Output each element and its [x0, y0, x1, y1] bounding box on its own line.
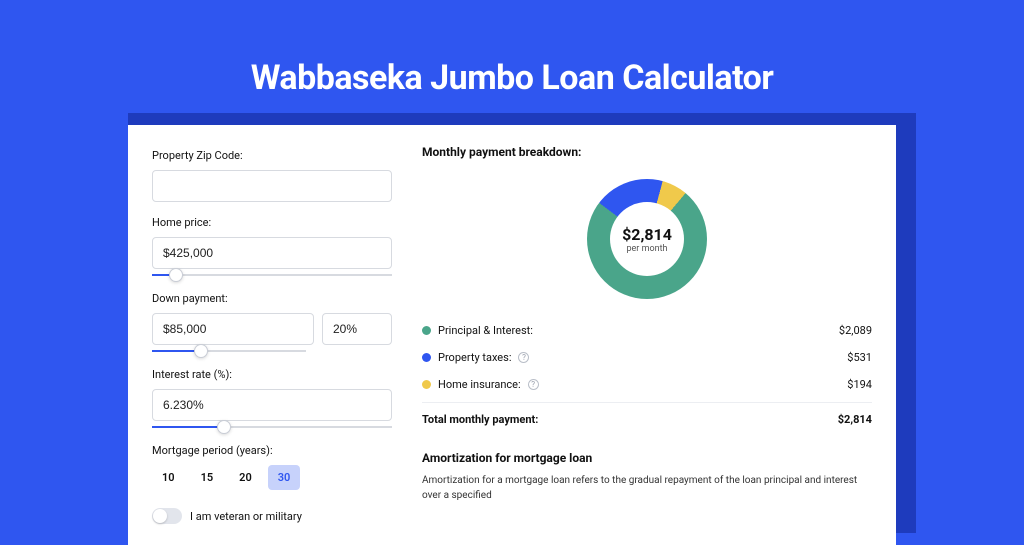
period-option-20[interactable]: 20	[229, 465, 262, 490]
legend-row-taxes: Property taxes: ? $531	[422, 344, 872, 371]
breakdown-title: Monthly payment breakdown:	[422, 145, 872, 159]
donut-center-value: $2,814	[622, 225, 672, 244]
veteran-toggle-row: I am veteran or military	[152, 508, 392, 524]
zip-input[interactable]	[152, 170, 392, 202]
donut-center-sub: per month	[626, 244, 667, 254]
amortization-section: Amortization for mortgage loan Amortizat…	[422, 451, 872, 503]
home-price-label: Home price:	[152, 216, 392, 229]
down-payment-pct-input[interactable]	[322, 313, 392, 345]
form-column: Property Zip Code: Home price: Down paym…	[152, 145, 392, 525]
interest-rate-input[interactable]	[152, 389, 392, 421]
period-option-15[interactable]: 15	[191, 465, 224, 490]
legend-dot	[422, 353, 431, 362]
legend-value: $2,089	[839, 324, 872, 337]
info-icon[interactable]: ?	[528, 379, 539, 390]
down-payment-label: Down payment:	[152, 292, 392, 305]
amortization-title: Amortization for mortgage loan	[422, 451, 872, 465]
slider-thumb[interactable]	[169, 268, 183, 282]
donut-chart: $2,814 per month	[422, 169, 872, 309]
legend-value: $194	[847, 378, 872, 391]
slider-thumb[interactable]	[217, 420, 231, 434]
donut-center: $2,814 per month	[610, 202, 684, 276]
mortgage-period-options: 10 15 20 30	[152, 465, 392, 490]
page-title: Wabbaseka Jumbo Loan Calculator	[0, 0, 1024, 118]
interest-rate-slider[interactable]	[152, 420, 392, 434]
down-payment-slider[interactable]	[152, 344, 306, 358]
zip-label: Property Zip Code:	[152, 149, 392, 162]
down-payment-input[interactable]	[152, 313, 314, 345]
legend-row-total: Total monthly payment: $2,814	[422, 402, 872, 433]
slider-track	[152, 274, 392, 276]
legend-row-insurance: Home insurance: ? $194	[422, 371, 872, 398]
veteran-toggle[interactable]	[152, 508, 182, 524]
veteran-toggle-label: I am veteran or military	[190, 510, 302, 523]
amortization-text: Amortization for a mortgage loan refers …	[422, 473, 872, 503]
legend-label: Principal & Interest:	[438, 324, 533, 337]
toggle-knob	[153, 509, 167, 523]
legend-value: $531	[847, 351, 872, 364]
info-icon[interactable]: ?	[518, 352, 529, 363]
total-value: $2,814	[838, 413, 872, 426]
period-option-30[interactable]: 30	[268, 465, 301, 490]
interest-rate-label: Interest rate (%):	[152, 368, 392, 381]
legend-dot	[422, 380, 431, 389]
legend-label: Home insurance:	[438, 378, 521, 391]
total-label: Total monthly payment:	[422, 413, 538, 426]
legend-dot	[422, 326, 431, 335]
mortgage-period-label: Mortgage period (years):	[152, 444, 392, 457]
period-option-10[interactable]: 10	[152, 465, 185, 490]
legend-row-principal: Principal & Interest: $2,089	[422, 317, 872, 344]
breakdown-column: Monthly payment breakdown: $2,814 per mo…	[422, 145, 872, 525]
slider-thumb[interactable]	[194, 344, 208, 358]
slider-fill	[152, 426, 224, 428]
calculator-panel: Property Zip Code: Home price: Down paym…	[128, 125, 896, 545]
home-price-slider[interactable]	[152, 268, 392, 282]
legend-label: Property taxes:	[438, 351, 511, 364]
home-price-input[interactable]	[152, 237, 392, 269]
